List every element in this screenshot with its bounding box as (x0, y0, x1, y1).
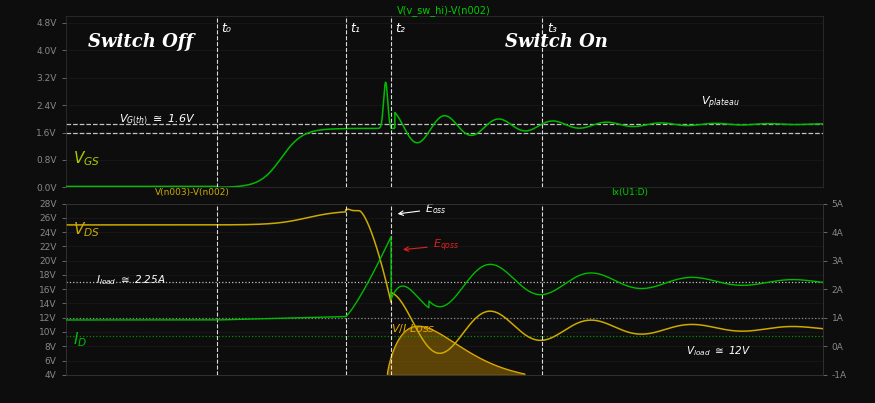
Text: t₂: t₂ (396, 21, 405, 35)
Text: t₀: t₀ (221, 21, 231, 35)
Text: Switch On: Switch On (505, 33, 607, 51)
Text: $I_D$: $I_D$ (74, 330, 88, 349)
Text: $V_{load}$ $\cong$ 12V: $V_{load}$ $\cong$ 12V (686, 344, 752, 358)
Text: $I_{load}$ $\cong$ 2.25A: $I_{load}$ $\cong$ 2.25A (96, 273, 165, 287)
Text: Ix(U1:D): Ix(U1:D) (612, 188, 648, 197)
Text: $V/I$ $Loss$: $V/I$ $Loss$ (391, 322, 436, 335)
Text: Switch Off: Switch Off (88, 33, 193, 51)
Title: V(v_sw_hi)-V(n002): V(v_sw_hi)-V(n002) (397, 5, 491, 16)
Text: t₁: t₁ (350, 21, 360, 35)
Text: V(n003)-V(n002): V(n003)-V(n002) (155, 188, 230, 197)
Text: $V_{G(th)}$ $\cong$ 1.6V: $V_{G(th)}$ $\cong$ 1.6V (119, 113, 195, 127)
Text: $V_{GS}$: $V_{GS}$ (74, 150, 101, 168)
Text: $E_{oss}$: $E_{oss}$ (399, 202, 447, 216)
Text: $V_{plateau}$: $V_{plateau}$ (702, 95, 740, 111)
Text: t₃: t₃ (547, 21, 556, 35)
Text: $V_{DS}$: $V_{DS}$ (74, 220, 101, 239)
Text: $E_{qoss}$: $E_{qoss}$ (404, 237, 459, 253)
